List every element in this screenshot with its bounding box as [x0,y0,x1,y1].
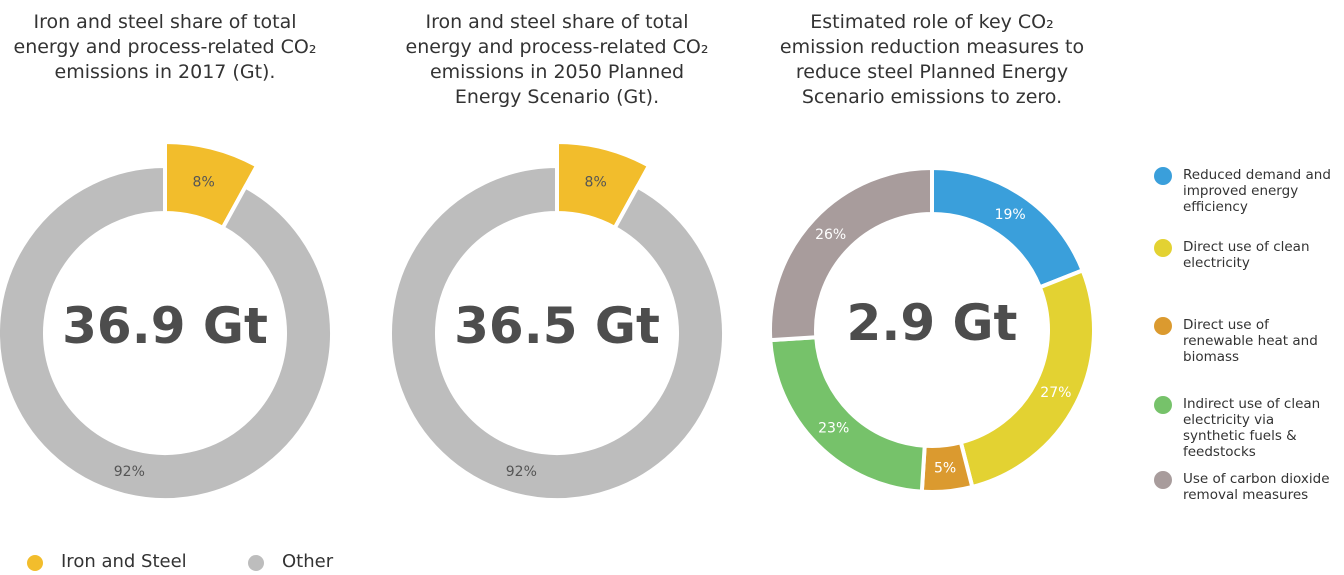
donut-slice [0,163,334,502]
value-label: 27% [1040,385,1071,401]
donut-slice [388,163,726,502]
legend-label: Indirect use of clean electricity via sy… [1183,396,1321,460]
donut-slice [768,165,934,343]
legend-marker [27,555,43,571]
value-label: 8% [585,174,607,190]
chart-title: Estimated role of key CO₂ emission reduc… [779,11,1085,108]
legend-label: Direct use of clean electricity [1183,239,1310,271]
value-label: 92% [114,464,145,480]
legend-label: Direct use of renewable heat and biomass [1183,317,1318,365]
legend-marker [1154,471,1172,489]
value-label: 23% [818,420,849,436]
donut-slice [930,165,1086,290]
legend-marker [1154,396,1172,414]
legend-marker [1154,239,1172,257]
center-label: 36.9 Gt [62,297,268,355]
legend-marker [1154,317,1172,335]
donut-slice [768,335,927,494]
chart-title: Iron and steel share of total energy and… [405,11,709,108]
legend-label: Iron and Steel [61,551,187,572]
value-label: 19% [995,207,1026,223]
legend-label: Other [282,551,334,572]
center-label: 36.5 Gt [454,297,660,355]
legend-label: Use of carbon dioxide removal measures [1183,471,1330,503]
value-label: 5% [934,460,956,476]
center-label: 2.9 Gt [846,294,1018,352]
value-label: 26% [815,227,846,243]
legend-label: Reduced demand and improved energy effic… [1183,167,1331,215]
value-label: 8% [193,174,215,190]
value-label: 92% [506,464,537,480]
chart-title: Iron and steel share of total energy and… [13,11,317,83]
legend-marker [1154,167,1172,185]
legend-marker [248,555,264,571]
